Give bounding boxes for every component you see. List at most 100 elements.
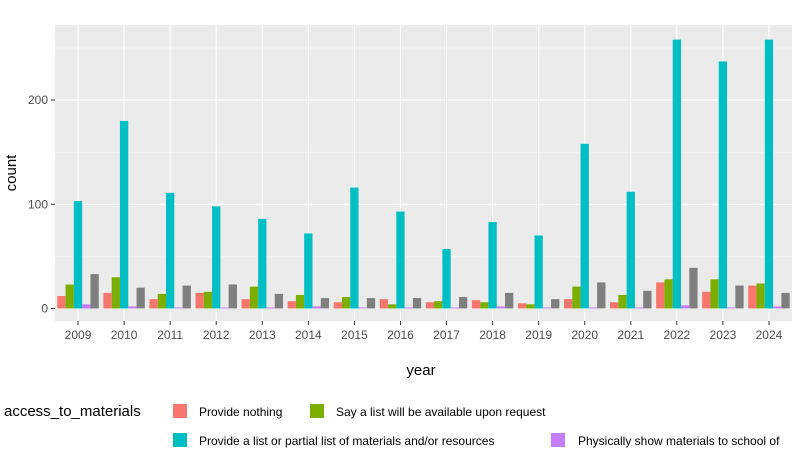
bar-2024-series-4 (773, 306, 782, 309)
bar-2022-series-2 (664, 279, 673, 309)
bar-2019-series-3 (534, 235, 543, 309)
bar-2017-series-4 (450, 307, 459, 309)
x-axis: 2009 2010 2011 2012 2013 2014 2015 2016 2017 2018… (65, 321, 783, 342)
bar-2011-series-5 (182, 285, 191, 309)
bar-2014-series-5 (320, 298, 330, 309)
bar-2015-series-5 (366, 298, 376, 309)
bar-2011-series-4 (174, 307, 183, 309)
bar-2013-series-3 (258, 218, 267, 309)
bar-2023-series-4 (727, 307, 736, 309)
bar-2016-series-3 (396, 211, 405, 309)
bar-2017-series-3 (442, 249, 451, 309)
bar-2020-series-4 (588, 307, 598, 309)
bar-2011-series-2 (157, 293, 167, 309)
bar-2013-series-5 (274, 293, 284, 309)
bar-2016-series-4 (404, 307, 413, 309)
bar-2015-series-2 (341, 297, 351, 309)
bar-2010-series-3 (119, 120, 129, 309)
legend-key-series-3 (173, 433, 187, 447)
x-tick-label: 2022 (663, 328, 690, 342)
x-tick-label: 2018 (479, 328, 506, 342)
x-tick-label: 2015 (341, 328, 368, 342)
bar-2018-series-3 (488, 221, 497, 309)
x-tick-label: 2014 (295, 328, 322, 342)
x-tick-label: 2023 (710, 328, 737, 342)
bar-2012-series-4 (220, 307, 229, 309)
x-tick-label: 2009 (65, 328, 92, 342)
bar-2019-series-5 (551, 299, 560, 309)
x-tick-label: 2012 (203, 328, 230, 342)
x-tick-label: 2010 (111, 328, 138, 342)
bar-2021-series-2 (618, 294, 627, 309)
bar-2011-series-1 (149, 299, 158, 309)
bar-2020-series-2 (572, 286, 581, 309)
bar-2016-series-2 (388, 304, 397, 309)
bar-2023-series-1 (702, 291, 711, 309)
bar-2013-series-1 (241, 299, 250, 309)
bar-2016-series-5 (412, 298, 422, 309)
bar-2012-series-1 (195, 292, 204, 309)
bar-2009-series-2 (65, 284, 74, 309)
y-tick-label: 100 (28, 197, 48, 211)
bar-2018-series-1 (471, 300, 481, 309)
bar-2012-series-2 (203, 291, 213, 309)
plot-panel (55, 25, 792, 321)
bar-2021-series-4 (634, 307, 644, 309)
bar-2014-series-4 (312, 306, 321, 309)
bar-2023-series-2 (710, 279, 719, 309)
legend-label-series-4: Physically show materials to school of (578, 434, 780, 448)
x-tick-label: 2020 (571, 328, 598, 342)
bar-2022-series-4 (680, 305, 690, 309)
bar-2017-series-1 (425, 302, 435, 309)
legend-key-series-4 (551, 433, 565, 447)
y-axis: 0 100 200 (28, 93, 55, 315)
bar-2012-series-5 (228, 284, 237, 309)
bar-2009-series-3 (73, 201, 83, 309)
x-tick-label: 2013 (249, 328, 276, 342)
bar-2022-series-5 (689, 267, 698, 309)
x-tick-label: 2016 (387, 328, 414, 342)
bar-2024-series-2 (756, 283, 765, 309)
bar-2013-series-4 (266, 307, 275, 309)
bar-2017-series-5 (458, 297, 468, 309)
bar-2023-series-3 (718, 61, 728, 309)
legend-key-series-2 (310, 404, 324, 418)
y-tick-label: 200 (28, 93, 48, 107)
bars-layer (57, 39, 790, 309)
bar-2018-series-2 (480, 302, 489, 309)
y-axis-title: count (3, 154, 20, 192)
bar-2018-series-4 (496, 306, 506, 309)
legend-label-series-1: Provide nothing (199, 405, 282, 419)
bar-2010-series-5 (136, 287, 145, 309)
bar-2019-series-4 (542, 307, 552, 309)
bar-2009-series-5 (90, 274, 99, 309)
bar-2019-series-2 (526, 304, 535, 309)
bar-2018-series-5 (505, 292, 514, 309)
bar-2010-series-4 (128, 306, 137, 309)
x-tick-label: 2019 (525, 328, 552, 342)
x-tick-label: 2021 (617, 328, 644, 342)
bar-2020-series-3 (580, 143, 589, 309)
bar-2014-series-2 (295, 294, 305, 309)
legend-key-series-1 (173, 404, 187, 418)
bar-2022-series-1 (656, 282, 665, 309)
bar-2023-series-5 (735, 285, 744, 309)
bar-2016-series-1 (379, 299, 389, 309)
legend-label-series-3: Provide a list or partial list of materi… (199, 434, 494, 448)
bar-2015-series-1 (333, 302, 342, 309)
legend-label-series-2: Say a list will be available upon reques… (336, 405, 546, 419)
y-tick-label: 0 (41, 301, 48, 315)
legend-title: access_to_materials (4, 403, 141, 420)
bar-2021-series-5 (643, 290, 652, 309)
bar-2024-series-3 (764, 39, 774, 309)
bar-2022-series-3 (672, 39, 681, 309)
bar-2014-series-3 (304, 233, 313, 309)
legend: access_to_materials Provide nothing Say a… (4, 403, 780, 448)
x-tick-label: 2017 (433, 328, 460, 342)
bar-2013-series-2 (249, 286, 259, 309)
bar-2017-series-2 (434, 301, 443, 309)
bar-2021-series-3 (626, 191, 635, 309)
bar-2015-series-4 (358, 307, 367, 309)
bar-2010-series-2 (111, 277, 120, 309)
